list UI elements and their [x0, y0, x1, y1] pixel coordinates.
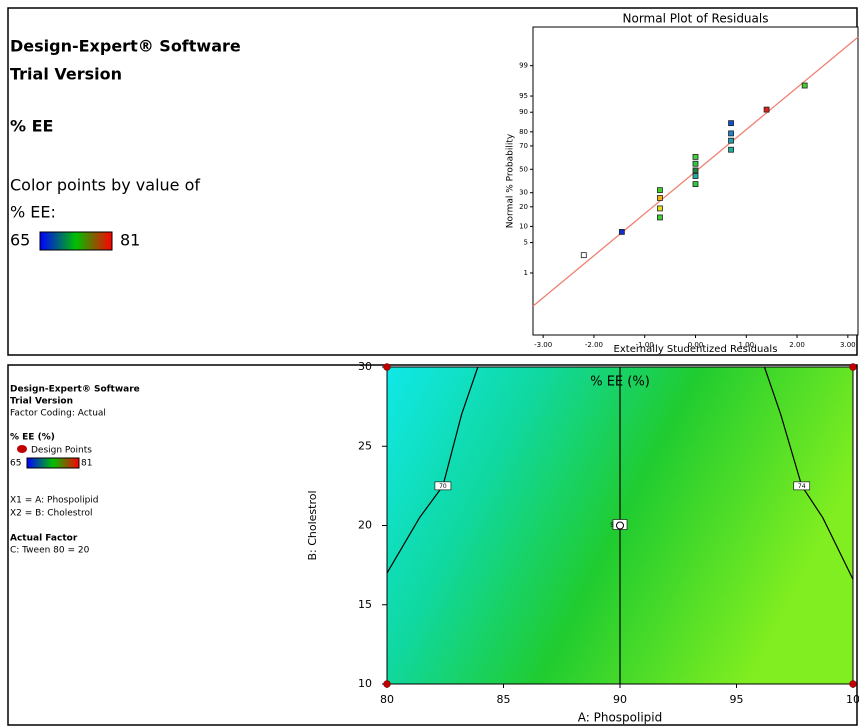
design-point [849, 680, 857, 688]
data-point [728, 146, 734, 153]
y-tick-label: 10 [519, 222, 528, 230]
scale-min: 65 [10, 459, 21, 469]
x-axis-label: Externally Studentized Residuals [614, 344, 778, 355]
y-tick-label: 5 [524, 239, 528, 247]
data-point [692, 181, 699, 188]
x-tick-label: 85 [497, 693, 511, 706]
y-axis-label: B: Cholestrol [306, 490, 319, 560]
panel-frame [7, 364, 858, 726]
contour-label-box [434, 481, 452, 491]
points-label: Design Points [31, 446, 92, 456]
response-name: % EE [10, 117, 53, 136]
data-point [801, 82, 808, 89]
x-tick-label: 0.00 [688, 341, 704, 349]
x-tick-label: 3.00 [840, 341, 856, 349]
contour-label: 74 [798, 483, 806, 490]
data-point [657, 195, 663, 201]
y-tick-label: 10 [358, 677, 372, 690]
y-tick-label: 15 [358, 598, 372, 611]
x-tick-label: 80 [380, 693, 394, 706]
x-tick-label: 10 [846, 693, 859, 706]
scale-max: 81 [81, 459, 92, 469]
data-point [657, 214, 663, 221]
x-tick-label: -1.00 [636, 341, 654, 349]
data-point [618, 229, 625, 235]
actual-factor: Actual Factor [10, 534, 78, 544]
y-tick-label: 90 [519, 108, 528, 116]
y-tick-label: 1 [524, 269, 528, 277]
data-point [728, 130, 734, 137]
design-point [849, 363, 857, 371]
x-axis-label: A: Phospolipid [578, 711, 663, 725]
x-tick-label: 95 [730, 693, 744, 706]
y-tick-label: 70 [519, 142, 528, 150]
y-tick-label: 99 [519, 62, 528, 70]
data-point [763, 106, 770, 113]
data-point [657, 187, 663, 194]
color-scale [26, 457, 80, 469]
factor-x2: X2 = B: Cholestrol [10, 509, 92, 519]
data-point [692, 173, 699, 179]
design-point [383, 680, 391, 688]
legend-marker [17, 445, 27, 453]
data-point [728, 137, 734, 144]
y-tick-label: 95 [519, 92, 528, 100]
data-point [657, 205, 663, 212]
x-tick-label: 90 [613, 693, 627, 706]
software-name: Design-Expert® Software [10, 37, 241, 56]
replicate-count: 5 [610, 522, 614, 529]
x-tick-label: 1.00 [738, 341, 754, 349]
scale-max: 81 [120, 231, 140, 250]
color-scale [39, 231, 113, 251]
x-tick-label: -3.00 [534, 341, 552, 349]
center-point [616, 521, 624, 530]
software-name: Design-Expert® Software [10, 385, 140, 395]
y-tick-label: 30 [358, 360, 372, 373]
design-point [383, 363, 391, 371]
plot-frame [532, 26, 859, 336]
contour-label-box [793, 481, 811, 491]
version: Trial Version [10, 65, 122, 84]
y-tick-label: 50 [519, 165, 528, 173]
x-tick-label: 2.00 [789, 341, 805, 349]
y-tick-label: 30 [519, 189, 528, 197]
x-tick-label: -2.00 [585, 341, 603, 349]
contour-label: 70 [439, 483, 447, 490]
y-tick-label: 20 [358, 519, 372, 532]
data-point [728, 120, 734, 127]
response-name: % EE (%) [10, 433, 55, 443]
scale-min: 65 [10, 231, 30, 250]
y-tick-label: 20 [519, 203, 528, 211]
factor-coding: Factor Coding: Actual [10, 409, 106, 419]
y-tick-label: 25 [358, 439, 372, 452]
data-point [580, 252, 587, 259]
factor-x1: X1 = A: Phospolipid [10, 496, 99, 506]
factor-c: C: Tween 80 = 20 [10, 546, 90, 556]
data-point [692, 160, 699, 167]
y-axis-label: Normal % Probability [506, 133, 516, 228]
data-point [692, 153, 699, 160]
color-note: Color points by value of [10, 176, 200, 195]
data-point [692, 167, 699, 174]
version: Trial Version [10, 397, 73, 407]
color-response: % EE: [10, 203, 56, 222]
y-tick-label: 80 [519, 128, 528, 136]
chart-title: Normal Plot of Residuals [623, 12, 769, 26]
